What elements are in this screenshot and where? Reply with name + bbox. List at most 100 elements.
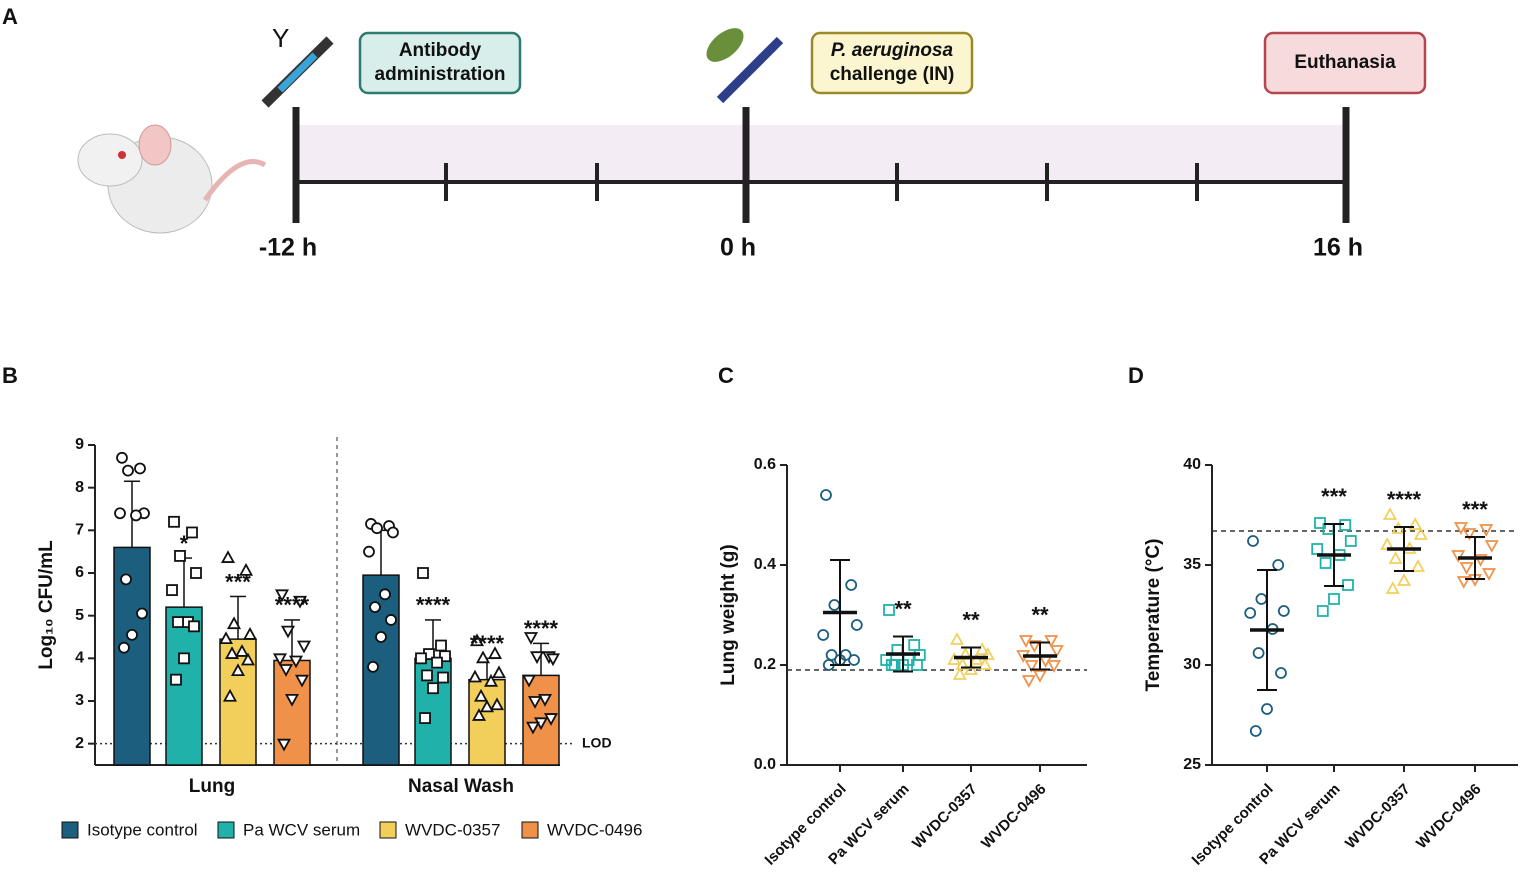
- data-point: [427, 682, 439, 695]
- data-point: [387, 526, 399, 539]
- data-point: [963, 662, 979, 675]
- data-point: [172, 616, 184, 628]
- timeline-major-ticks: [292, 107, 1350, 223]
- data-point: [1252, 647, 1265, 659]
- data-point: [545, 653, 561, 667]
- data-point: [276, 738, 292, 752]
- data-point: [848, 654, 860, 666]
- data-point: [483, 673, 499, 687]
- data-point: [1027, 640, 1042, 653]
- data-point: [1277, 605, 1290, 617]
- timeline-ticks: [444, 163, 1199, 201]
- data-point: [1344, 535, 1357, 547]
- data-point: [543, 713, 559, 726]
- data-point: [242, 626, 258, 640]
- data-point: [955, 657, 970, 670]
- y-axis-label: Temperature (°C): [1143, 539, 1164, 692]
- data-point: [1247, 535, 1259, 547]
- data-point: [1328, 593, 1340, 605]
- data-point: [523, 632, 539, 645]
- data-point: [435, 639, 447, 652]
- data-point: [114, 507, 126, 520]
- data-point: [475, 650, 491, 664]
- y-tick-label: 7: [75, 522, 84, 539]
- data-point: [1044, 635, 1059, 648]
- legend-label: Pa WCV serum: [243, 820, 360, 839]
- data-point: [220, 550, 236, 563]
- timeline-events: Antibody administration -12 h P. aeruginosa…: [259, 31, 1427, 262]
- data-point: [949, 632, 965, 645]
- data-point: [385, 614, 397, 626]
- data-point: [817, 629, 830, 641]
- data-point: [1049, 645, 1064, 658]
- data-point: [1385, 581, 1400, 594]
- charts: B 2 3 4 5 6 7 8 9 Log₁₀ CFU/mL LOD Lung Nasal Wash Is…: [2, 363, 1518, 869]
- y-axis-label: Lung weight (g): [718, 544, 739, 685]
- time-label: 16 h: [1313, 234, 1363, 262]
- data-point: [529, 651, 545, 665]
- significance: ****: [470, 631, 505, 656]
- y-tick-label: 25: [1183, 756, 1201, 773]
- data-point: [234, 644, 250, 657]
- data-point: [238, 562, 254, 576]
- significance: ***: [1321, 484, 1347, 509]
- data-point: [487, 646, 503, 659]
- data-point: [845, 579, 858, 591]
- x-tick-label: WVDC-0357: [1342, 781, 1414, 853]
- reference-label: LOD: [582, 734, 612, 750]
- data-point: [170, 673, 182, 686]
- data-point: [230, 663, 246, 677]
- data-point: [174, 550, 186, 562]
- data-point: [369, 601, 381, 614]
- data-point: [417, 567, 429, 579]
- data-point: [134, 462, 146, 475]
- data-point: [471, 708, 487, 721]
- data-point: [1473, 554, 1488, 567]
- bar: [468, 678, 506, 766]
- data-point: [226, 616, 242, 630]
- data-point: [1388, 551, 1403, 564]
- y-tick-label: 0.0: [754, 756, 776, 773]
- data-point: [1255, 593, 1268, 605]
- data-point: [1316, 605, 1329, 617]
- time-label: -12 h: [259, 234, 317, 262]
- data-point: [1459, 562, 1474, 575]
- data-point: [1408, 517, 1423, 530]
- event-label: Euthanasia: [1294, 52, 1396, 73]
- data-point: [421, 669, 433, 682]
- data-point: [1319, 557, 1332, 569]
- data-point: [222, 688, 238, 702]
- event-label: Antibody: [399, 40, 482, 61]
- data-point: [479, 699, 495, 713]
- x-tick-label: Nasal Wash: [408, 776, 514, 797]
- event-label: P. aeruginosa: [831, 40, 954, 61]
- y-tick-label: 8: [75, 479, 84, 496]
- data-point: [284, 693, 300, 707]
- data-point: [1311, 543, 1324, 555]
- x-tick-label: WVDC-0357: [909, 781, 981, 853]
- event-box: [810, 31, 974, 95]
- legend-label: Isotype control: [87, 820, 198, 839]
- data-point: [1453, 522, 1469, 535]
- significance: ****: [1387, 487, 1422, 512]
- x-tick-label: WVDC-0496: [1413, 781, 1485, 853]
- data-point: [294, 674, 310, 688]
- data-point: [130, 509, 142, 522]
- syringe-icon: Y: [261, 23, 334, 108]
- time-label: 0 h: [720, 234, 756, 262]
- data-point: [431, 656, 443, 669]
- significance: ****: [524, 616, 559, 641]
- data-point: [1249, 725, 1262, 737]
- mouse-icon: [77, 124, 267, 234]
- significance: ****: [275, 593, 310, 618]
- data-point: [272, 653, 288, 667]
- data-point: [218, 631, 234, 645]
- data-point: [908, 639, 921, 651]
- data-point: [1481, 568, 1497, 581]
- data-point: [116, 451, 128, 464]
- data-point: [828, 599, 841, 611]
- data-point: [820, 489, 832, 501]
- data-point: [375, 631, 387, 643]
